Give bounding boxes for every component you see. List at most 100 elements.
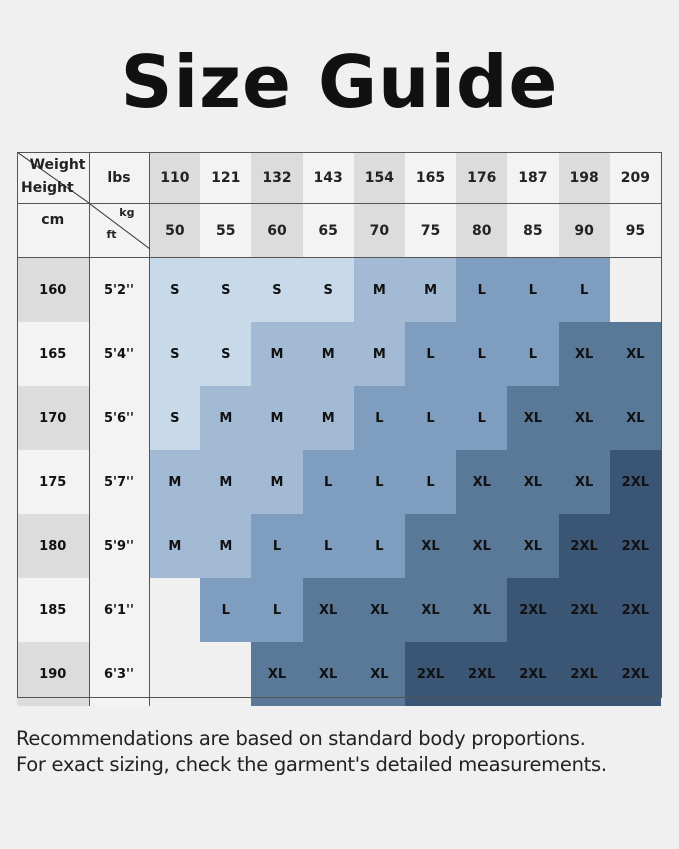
cm-label: cm <box>17 203 90 258</box>
size-cell: XL <box>558 322 610 386</box>
lbs-label: lbs <box>89 152 150 204</box>
size-cell: 2XL <box>404 642 457 706</box>
note-line-2: For exact sizing, check the garment's de… <box>16 753 607 776</box>
ft-cell: 5'9'' <box>89 514 150 578</box>
kg-header: 55 <box>200 203 252 258</box>
size-cell: L <box>200 578 252 642</box>
size-cell: M <box>353 322 405 386</box>
table-row: 190 6'3'' XL XL XL 2XL 2XL 2XL 2XL 2XL <box>17 642 661 706</box>
corner-weight-height: Weight Height <box>17 152 90 204</box>
ft-cell: 5'4'' <box>89 322 150 386</box>
kg-header: 70 <box>353 203 405 258</box>
kg-header: 95 <box>609 203 661 258</box>
cm-cell: 185 <box>17 578 90 642</box>
size-cell: M <box>302 386 354 450</box>
size-cell: 2XL <box>507 578 559 642</box>
size-cell: XL <box>609 386 661 450</box>
size-cell: 2XL <box>558 578 610 642</box>
size-cell: XL <box>507 450 559 514</box>
size-cell: L <box>456 257 508 322</box>
cm-cell: 170 <box>17 386 90 450</box>
size-cell: M <box>251 322 303 386</box>
size-cell: S <box>200 322 252 386</box>
table-row: 180 5'9'' M M L L L XL XL XL 2XL 2XL <box>17 514 661 578</box>
lbs-header: 132 <box>251 152 303 204</box>
size-chart-table: Weight Height lbs 110 121 132 143 154 165 176 1… <box>17 152 661 706</box>
size-cell: XL <box>302 578 354 642</box>
size-cell: 2XL <box>609 642 661 706</box>
weight-label: Weight <box>29 157 86 173</box>
lbs-header: 176 <box>456 152 508 204</box>
size-cell: L <box>302 514 354 578</box>
size-cell: XL <box>353 642 405 706</box>
size-cell: XL <box>404 578 457 642</box>
kg-header: 65 <box>302 203 354 258</box>
size-cell <box>200 642 252 706</box>
lbs-header: 154 <box>353 152 405 204</box>
size-cell: M <box>200 386 252 450</box>
height-label: Height <box>21 180 74 196</box>
size-cell: L <box>507 257 559 322</box>
table-row: 185 6'1'' L L XL XL XL XL 2XL 2XL 2XL <box>17 578 661 642</box>
size-cell: S <box>302 257 354 322</box>
page-title: Size Guide <box>120 40 559 124</box>
kg-header: 75 <box>404 203 457 258</box>
kg-header: 85 <box>507 203 559 258</box>
size-cell: XL <box>456 514 508 578</box>
size-note: Recommendations are based on standard bo… <box>16 726 607 778</box>
size-cell: XL <box>507 514 559 578</box>
size-cell: XL <box>251 642 303 706</box>
lbs-header: 121 <box>200 152 252 204</box>
size-cell: L <box>302 450 354 514</box>
cm-cell: 180 <box>17 514 90 578</box>
size-cell <box>149 642 201 706</box>
size-cell: XL <box>558 450 610 514</box>
size-cell: M <box>149 450 201 514</box>
lbs-header: 209 <box>609 152 661 204</box>
size-cell: 2XL <box>456 642 508 706</box>
size-cell: 2XL <box>558 642 610 706</box>
ft-cell: 5'7'' <box>89 450 150 514</box>
ft-cell: 5'6'' <box>89 386 150 450</box>
size-cell: S <box>149 257 201 322</box>
size-cell: M <box>251 386 303 450</box>
ft-label: ft <box>106 228 117 241</box>
size-cell: L <box>558 257 610 322</box>
table-row: 160 5'2'' S S S S M M L L L <box>17 257 661 322</box>
size-cell: XL <box>456 450 508 514</box>
size-cell: M <box>149 514 201 578</box>
lbs-header: 165 <box>404 152 457 204</box>
ft-cell: 6'3'' <box>89 642 150 706</box>
size-cell: M <box>200 450 252 514</box>
table-row: 175 5'7'' M M M L L L XL XL XL 2XL <box>17 450 661 514</box>
kg-header: 50 <box>149 203 201 258</box>
cm-cell: 190 <box>17 642 90 706</box>
size-cell: 2XL <box>507 642 559 706</box>
size-cell: L <box>404 322 457 386</box>
note-line-1: Recommendations are based on standard bo… <box>16 727 586 750</box>
size-cell: S <box>200 257 252 322</box>
size-cell: 2XL <box>558 514 610 578</box>
size-cell: L <box>251 578 303 642</box>
size-cell: XL <box>609 322 661 386</box>
size-cell: M <box>404 257 457 322</box>
size-cell: L <box>251 514 303 578</box>
size-cell: XL <box>507 386 559 450</box>
kg-label: kg <box>119 206 135 219</box>
size-cell: 2XL <box>609 450 661 514</box>
table-row: 165 5'4'' S S M M M L L L XL XL <box>17 322 661 386</box>
table-row: 170 5'6'' S M M M L L L XL XL XL <box>17 386 661 450</box>
size-cell: L <box>353 514 405 578</box>
size-cell: XL <box>456 578 508 642</box>
lbs-header: 198 <box>558 152 610 204</box>
size-cell: L <box>456 386 508 450</box>
size-cell <box>149 578 201 642</box>
size-cell: 2XL <box>609 514 661 578</box>
size-cell: L <box>507 322 559 386</box>
size-cell: XL <box>302 642 354 706</box>
cm-cell: 175 <box>17 450 90 514</box>
size-cell: XL <box>558 386 610 450</box>
lbs-header: 187 <box>507 152 559 204</box>
cm-cell: 165 <box>17 322 90 386</box>
size-cell: M <box>353 257 405 322</box>
